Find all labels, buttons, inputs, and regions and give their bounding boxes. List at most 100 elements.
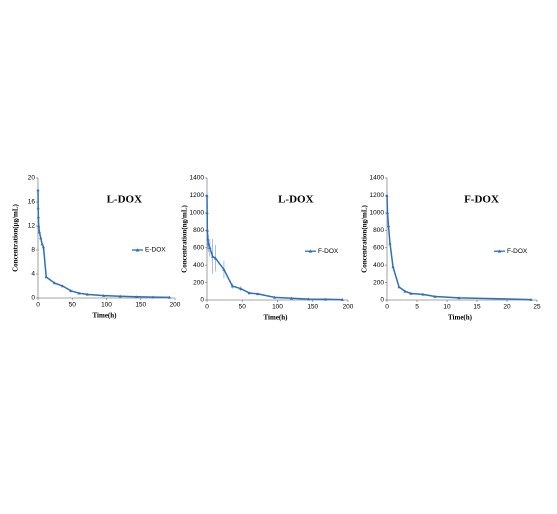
data-point [206, 237, 210, 241]
data-point [77, 291, 81, 295]
y-tick-label: 1200 [190, 192, 205, 199]
data-point [205, 228, 209, 232]
series-line [37, 189, 170, 299]
y-tick-label: 12 [28, 223, 36, 230]
data-point [529, 297, 533, 301]
data-point [290, 296, 294, 300]
data-point [385, 193, 389, 197]
data-point [135, 295, 139, 299]
legend-marker [308, 249, 313, 253]
y-tick-label: 4 [31, 271, 35, 278]
y-tick-label: 400 [373, 262, 384, 269]
data-point [102, 294, 106, 297]
x-tick-label: 200 [170, 302, 181, 309]
y-tick-label: 16 [28, 199, 36, 206]
data-point [340, 297, 344, 301]
data-point [37, 224, 41, 228]
data-point [208, 246, 212, 249]
y-tick-label: 800 [373, 227, 384, 234]
legend-label: E-DOX [145, 247, 166, 254]
x-tick-label: 15 [473, 304, 481, 311]
y-tick-label: 1400 [190, 175, 205, 182]
y-tick-label: 20 [28, 175, 36, 182]
data-point [323, 297, 328, 301]
y-axis-label: Concentration(ng/mL) [181, 205, 189, 273]
y-tick-label: 1000 [370, 210, 385, 217]
data-point [409, 291, 413, 295]
legend-label: F-DOX [507, 248, 528, 255]
data-point [306, 297, 311, 301]
data-point [247, 291, 251, 295]
x-tick-label: 0 [205, 304, 209, 311]
y-tick-label: 1000 [190, 210, 205, 217]
data-point [36, 206, 40, 210]
x-tick-label: 10 [443, 304, 451, 311]
y-tick-label: 800 [193, 227, 204, 234]
x-axis-label: Time(h) [93, 312, 118, 320]
legend-marker [135, 248, 140, 252]
data-point [39, 236, 43, 240]
y-tick-label: 1200 [370, 192, 385, 199]
data-point [118, 294, 122, 298]
x-axis-label: Time(h) [264, 314, 289, 322]
data-point [205, 193, 209, 197]
y-tick-label: 0 [31, 295, 35, 302]
data-point [206, 241, 211, 245]
x-tick-label: 20 [503, 304, 511, 311]
y-tick-label: 1400 [370, 175, 385, 182]
data-point [205, 211, 209, 215]
chart-title: F-DOX [464, 194, 499, 206]
data-point [433, 294, 437, 298]
data-point [391, 265, 395, 269]
chart-title: L-DOX [278, 194, 314, 206]
y-tick-label: 200 [373, 279, 384, 286]
chart-title: L-DOX [107, 194, 143, 206]
y-axis-label: Concentration(ng/mL) [361, 205, 369, 273]
data-point [211, 254, 215, 258]
y-tick-label: 8 [31, 247, 35, 254]
y-tick-label: 600 [373, 244, 384, 251]
x-tick-label: 0 [385, 304, 389, 311]
data-point [69, 289, 73, 293]
data-point [457, 296, 461, 300]
y-tick-label: 200 [193, 279, 204, 286]
data-point [167, 295, 172, 299]
data-point [222, 267, 226, 271]
data-point [213, 256, 218, 260]
x-tick-label: 50 [69, 302, 77, 309]
x-tick-label: 200 [343, 304, 354, 311]
legend-marker [497, 249, 502, 253]
y-tick-label: 600 [193, 244, 204, 251]
data-point [44, 275, 48, 279]
legend-label: F-DOX [318, 248, 339, 255]
data-point [61, 284, 65, 288]
data-point [151, 295, 155, 299]
data-point [40, 242, 44, 246]
y-tick-label: 400 [193, 262, 204, 269]
data-point [388, 241, 392, 245]
data-point [41, 245, 46, 249]
data-point [273, 295, 277, 299]
data-point [52, 281, 57, 285]
series-line [386, 195, 532, 301]
y-axis-label: Concentration(μg/mL) [12, 203, 20, 271]
data-point [36, 215, 40, 219]
x-tick-label: 25 [533, 304, 541, 311]
data-point [403, 289, 407, 293]
x-tick-label: 150 [135, 302, 146, 309]
data-point [386, 224, 391, 228]
x-tick-label: 100 [272, 304, 283, 311]
data-point [421, 292, 425, 296]
data-point [85, 292, 89, 296]
x-tick-label: 50 [239, 304, 247, 311]
x-axis-label: Time(h) [448, 314, 473, 322]
data-point [230, 284, 234, 288]
y-tick-label: 0 [200, 297, 204, 304]
data-point [256, 292, 260, 296]
data-point [239, 287, 243, 290]
x-tick-label: 150 [307, 304, 318, 311]
y-tick-label: 0 [380, 297, 384, 304]
data-point [36, 188, 40, 192]
x-tick-label: 100 [101, 302, 112, 309]
